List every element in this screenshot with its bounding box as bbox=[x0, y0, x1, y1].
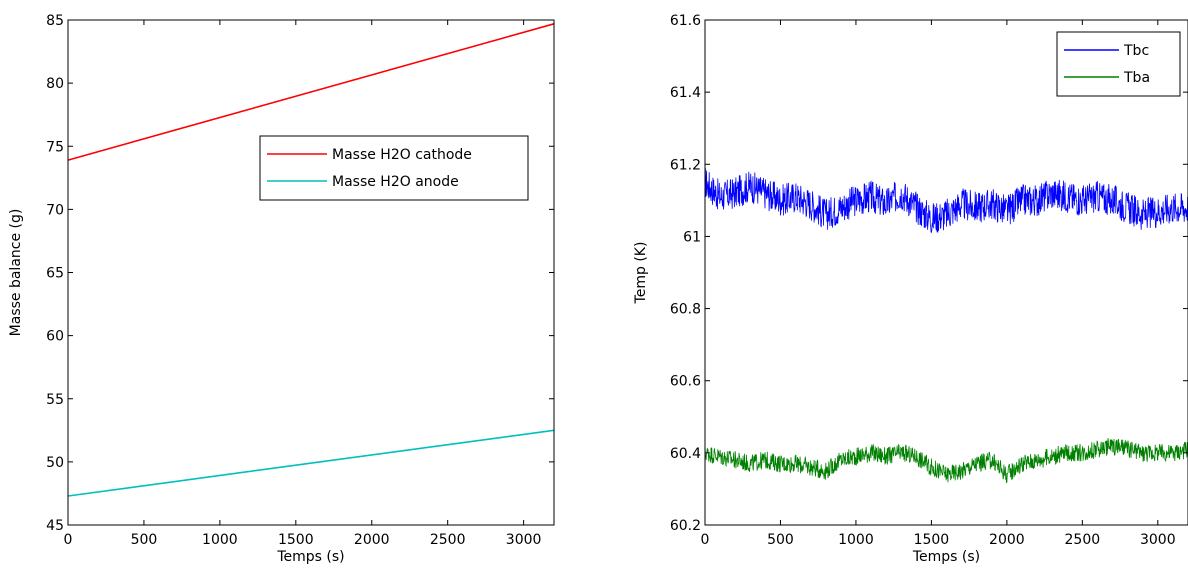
chart-1: 0 500 1000 1500 2000 2500 3000 45 50 55 60 65 70 75 80… bbox=[8, 13, 555, 565]
y-tick-label: 60.6 bbox=[670, 374, 701, 390]
x-tick-label: 500 bbox=[131, 532, 158, 548]
y-tick-label: 50 bbox=[46, 455, 64, 471]
y-tick-label: 61 bbox=[683, 229, 701, 245]
legend-label: Masse H2O anode bbox=[332, 174, 459, 190]
y-tick-label: 55 bbox=[46, 392, 64, 408]
legend: Tbc Tba bbox=[1056, 31, 1181, 97]
series-line-tba bbox=[704, 438, 1188, 484]
y-tick-label: 45 bbox=[46, 518, 64, 534]
y-tick-label: 85 bbox=[46, 13, 64, 29]
x-tick-label: 0 bbox=[701, 532, 710, 548]
x-tick-label: 3000 bbox=[1140, 532, 1176, 548]
x-tick-label: 500 bbox=[767, 532, 794, 548]
legend: Masse H2O cathode Masse H2O anode bbox=[259, 135, 529, 201]
y-tick-label: 70 bbox=[46, 202, 64, 218]
legend-box bbox=[259, 135, 529, 201]
chart-2: 0 500 1000 1500 2000 2500 3000 60.2 60.4 60.6 60.8… bbox=[633, 13, 1188, 565]
x-tick-label: 1500 bbox=[914, 532, 950, 548]
y-axis-label: Masse balance (g) bbox=[8, 209, 24, 337]
y-tick-label: 75 bbox=[46, 139, 64, 155]
x-axis-label: Temps (s) bbox=[912, 549, 980, 565]
series-line-masse-h2o-cathode bbox=[67, 23, 555, 161]
legend-label: Tba bbox=[1123, 70, 1150, 86]
x-tick-label: 3000 bbox=[506, 532, 542, 548]
legend-label: Masse H2O cathode bbox=[332, 147, 472, 163]
y-tick-label: 60.8 bbox=[670, 302, 701, 318]
legend-box bbox=[1056, 31, 1181, 97]
legend-label: Tbc bbox=[1123, 43, 1149, 59]
x-tick-label: 0 bbox=[64, 532, 73, 548]
y-tick-label: 60 bbox=[46, 329, 64, 345]
x-axis-label: Temps (s) bbox=[276, 549, 344, 565]
series-line-tbc bbox=[704, 167, 1188, 234]
x-tick-label: 1500 bbox=[278, 532, 314, 548]
x-tick-label: 2000 bbox=[989, 532, 1025, 548]
y-tick-label: 61.2 bbox=[670, 157, 701, 173]
plot-area-frame bbox=[704, 19, 1188, 526]
x-tick-label: 1000 bbox=[838, 532, 874, 548]
x-tick-label: 1000 bbox=[202, 532, 238, 548]
y-tick-label: 60.2 bbox=[670, 518, 701, 534]
y-tick-label: 80 bbox=[46, 76, 64, 92]
plot-area-frame bbox=[67, 19, 555, 526]
x-tick-label: 2500 bbox=[430, 532, 466, 548]
y-tick-label: 61.4 bbox=[670, 85, 701, 101]
y-tick-label: 60.4 bbox=[670, 446, 701, 462]
x-tick-label: 2000 bbox=[354, 532, 390, 548]
x-tick-label: 2500 bbox=[1065, 532, 1101, 548]
y-axis-label: Temp (K) bbox=[633, 242, 649, 305]
series-line-masse-h2o-anode bbox=[67, 429, 555, 497]
y-tick-label: 65 bbox=[46, 266, 64, 282]
y-tick-label: 61.6 bbox=[670, 13, 701, 29]
